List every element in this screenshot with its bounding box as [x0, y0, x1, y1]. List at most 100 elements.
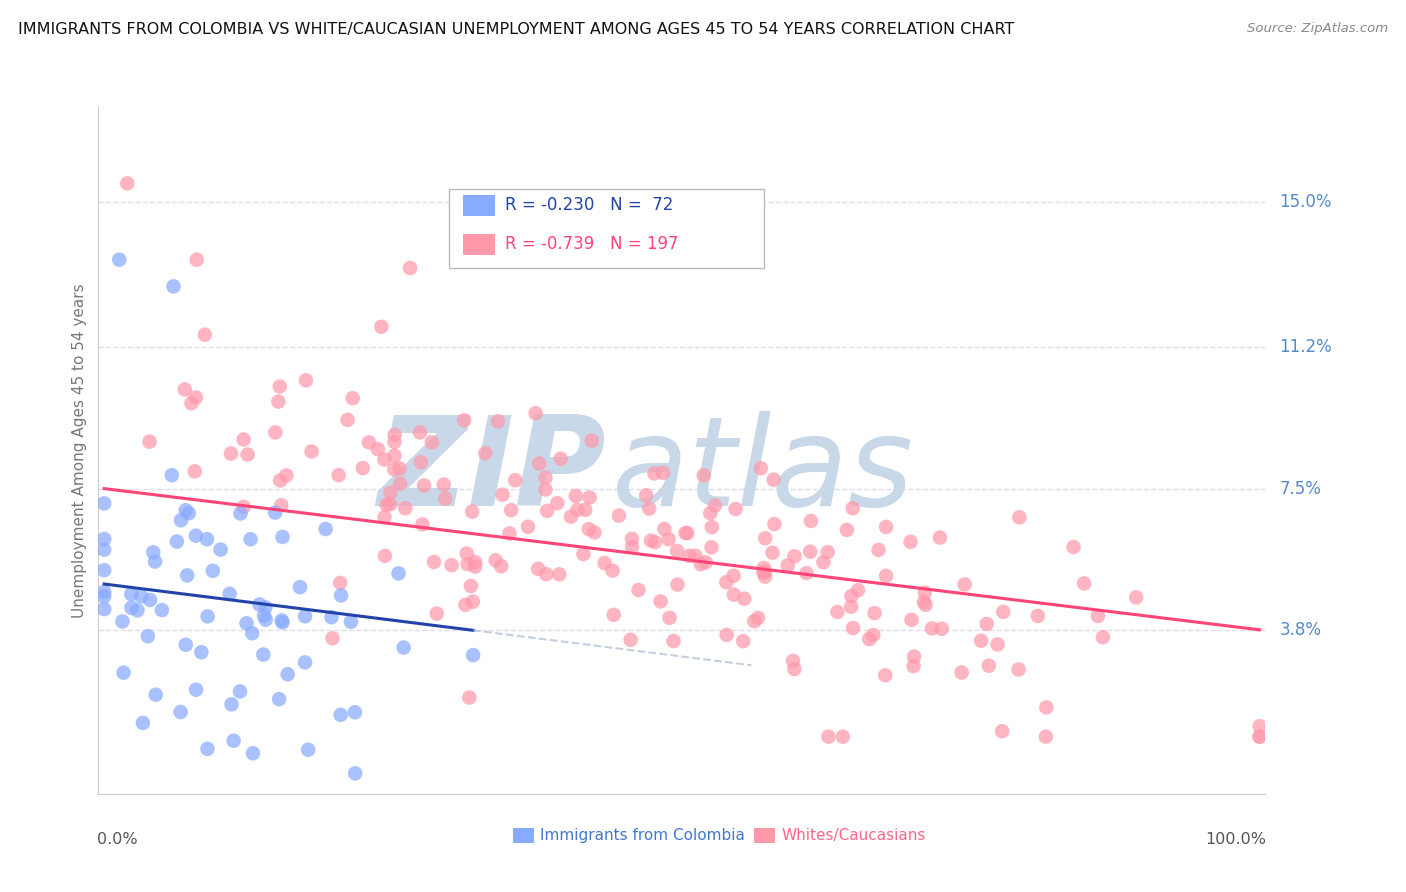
- Point: [170, 513, 193, 527]
- Point: [458, 690, 481, 705]
- Point: [108, 252, 131, 267]
- Point: [197, 741, 219, 756]
- Point: [620, 632, 643, 647]
- Point: [409, 425, 432, 440]
- Point: [267, 394, 290, 409]
- Point: [373, 510, 395, 524]
- Point: [875, 668, 897, 682]
- Point: [534, 483, 557, 497]
- Point: [434, 491, 457, 506]
- Point: [644, 535, 666, 549]
- Point: [912, 595, 935, 609]
- Point: [454, 598, 477, 612]
- Point: [169, 705, 191, 719]
- Point: [190, 645, 212, 659]
- Point: [652, 466, 675, 480]
- Text: Whites/Caucasians: Whites/Caucasians: [782, 829, 925, 843]
- Point: [474, 446, 496, 460]
- Point: [662, 634, 685, 648]
- Point: [209, 542, 232, 557]
- Point: [254, 600, 277, 615]
- Point: [678, 549, 700, 563]
- Point: [232, 433, 254, 447]
- Point: [271, 615, 294, 630]
- Point: [249, 598, 271, 612]
- Point: [197, 609, 219, 624]
- Point: [976, 616, 998, 631]
- Point: [413, 478, 436, 492]
- Point: [754, 570, 776, 584]
- Point: [796, 566, 818, 580]
- Point: [270, 614, 292, 628]
- Point: [658, 611, 681, 625]
- Point: [411, 517, 433, 532]
- Point: [315, 522, 337, 536]
- Point: [993, 605, 1015, 619]
- Point: [342, 391, 364, 405]
- Text: R = -0.739   N = 197: R = -0.739 N = 197: [505, 235, 678, 253]
- Point: [733, 591, 755, 606]
- Point: [297, 743, 319, 757]
- Point: [602, 564, 624, 578]
- Point: [252, 648, 274, 662]
- Point: [294, 609, 316, 624]
- Point: [813, 555, 835, 569]
- Point: [841, 589, 863, 603]
- Point: [900, 613, 922, 627]
- Point: [831, 730, 853, 744]
- Point: [93, 602, 115, 616]
- Text: IMMIGRANTS FROM COLOMBIA VS WHITE/CAUCASIAN UNEMPLOYMENT AMONG AGES 45 TO 54 YEA: IMMIGRANTS FROM COLOMBIA VS WHITE/CAUCAS…: [18, 22, 1015, 37]
- Point: [1026, 609, 1049, 624]
- Point: [517, 520, 540, 534]
- Point: [117, 177, 139, 191]
- Point: [666, 544, 689, 558]
- Point: [572, 547, 595, 561]
- Point: [783, 549, 806, 564]
- Point: [548, 567, 571, 582]
- Point: [166, 534, 188, 549]
- Point: [817, 730, 839, 744]
- Point: [239, 533, 262, 547]
- Point: [754, 565, 776, 579]
- Point: [953, 577, 976, 591]
- Point: [93, 563, 115, 577]
- Point: [723, 588, 745, 602]
- Point: [666, 577, 689, 591]
- Point: [700, 520, 723, 534]
- Point: [229, 507, 252, 521]
- Point: [229, 684, 252, 698]
- Point: [461, 595, 484, 609]
- Point: [977, 658, 1000, 673]
- Point: [174, 503, 197, 517]
- Point: [914, 598, 936, 612]
- Point: [162, 279, 184, 293]
- Point: [176, 568, 198, 582]
- Point: [288, 580, 311, 594]
- Point: [373, 452, 395, 467]
- Point: [1091, 630, 1114, 644]
- Point: [232, 500, 254, 514]
- Point: [392, 640, 415, 655]
- Point: [93, 532, 115, 546]
- Text: R = -0.230   N =  72: R = -0.230 N = 72: [505, 196, 673, 214]
- Point: [236, 448, 259, 462]
- Point: [160, 468, 183, 483]
- Point: [433, 477, 456, 491]
- Point: [1087, 608, 1109, 623]
- Point: [675, 525, 697, 540]
- Point: [264, 425, 287, 440]
- Point: [827, 605, 849, 619]
- Point: [817, 545, 839, 559]
- Point: [846, 583, 869, 598]
- Point: [650, 594, 672, 608]
- Point: [574, 503, 596, 517]
- Point: [498, 526, 520, 541]
- Point: [921, 621, 943, 635]
- Point: [276, 468, 298, 483]
- Point: [986, 637, 1008, 651]
- Point: [112, 665, 135, 680]
- Point: [1073, 576, 1095, 591]
- Point: [875, 569, 897, 583]
- Point: [93, 590, 115, 604]
- Point: [928, 531, 950, 545]
